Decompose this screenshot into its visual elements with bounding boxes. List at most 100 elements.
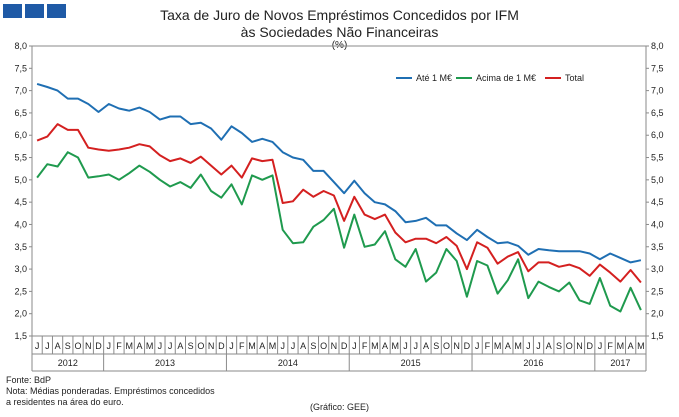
chart-title-line2: às Sociedades Não Financeiras (240, 24, 439, 40)
x-month-label: F (485, 341, 491, 351)
x-month-label: D (218, 341, 225, 351)
x-month-label: A (177, 341, 183, 351)
y-tick-label-left: 7,5 (14, 63, 27, 73)
x-month-label: J (45, 341, 50, 351)
y-tick-label-right: 1,5 (651, 331, 664, 341)
x-month-label: S (188, 341, 194, 351)
x-month-label: N (576, 341, 583, 351)
x-month-label: J (526, 341, 531, 351)
x-month-label: A (505, 341, 511, 351)
x-month-label: A (628, 341, 634, 351)
y-tick-label-left: 2,5 (14, 286, 27, 296)
x-month-label: N (453, 341, 460, 351)
x-month-label: M (125, 341, 133, 351)
x-month-label: O (443, 341, 450, 351)
y-tick-label-right: 6,0 (651, 130, 664, 140)
x-month-label: J (280, 341, 285, 351)
x-month-label: M (371, 341, 379, 351)
legend-label: Acima de 1 M€ (476, 73, 536, 83)
x-month-label: M (617, 341, 625, 351)
x-month-label: J (403, 341, 408, 351)
x-month-label: A (382, 341, 388, 351)
x-month-label: N (331, 341, 338, 351)
x-month-label: S (556, 341, 562, 351)
x-year-label: 2012 (58, 358, 78, 368)
y-tick-label-right: 8,0 (651, 41, 664, 51)
y-tick-label-left: 6,0 (14, 130, 27, 140)
y-tick-label-right: 7,5 (651, 63, 664, 73)
x-month-label: O (197, 341, 204, 351)
x-month-label: A (423, 341, 429, 351)
x-month-label: A (259, 341, 265, 351)
x-year-label: 2017 (610, 358, 630, 368)
x-month-label: A (546, 341, 552, 351)
y-tick-label-left: 4,0 (14, 219, 27, 229)
y-tick-label-right: 4,0 (651, 219, 664, 229)
chart-title: Taxa de Juro de Novos Empréstimos Conced… (0, 7, 679, 41)
x-month-label: S (65, 341, 71, 351)
y-tick-label-left: 2,0 (14, 309, 27, 319)
x-month-label: M (146, 341, 154, 351)
x-month-label: F (607, 341, 613, 351)
x-month-label: J (414, 341, 419, 351)
x-year-label: 2015 (401, 358, 421, 368)
x-month-label: M (392, 341, 400, 351)
x-month-label: M (248, 341, 256, 351)
x-month-label: F (116, 341, 122, 351)
legend-label: Até 1 M€ (416, 73, 452, 83)
x-month-label: O (566, 341, 573, 351)
y-tick-label-right: 3,0 (651, 264, 664, 274)
y-tick-label-right: 5,0 (651, 175, 664, 185)
y-tick-label-right: 2,0 (651, 309, 664, 319)
x-month-label: S (433, 341, 439, 351)
x-month-label: J (158, 341, 163, 351)
y-tick-label-left: 1,5 (14, 331, 27, 341)
x-month-label: A (300, 341, 306, 351)
x-month-label: F (239, 341, 245, 351)
y-tick-label-right: 4,5 (651, 197, 664, 207)
x-month-label: M (514, 341, 522, 351)
y-tick-label-left: 4,5 (14, 197, 27, 207)
chart-title-line1: Taxa de Juro de Novos Empréstimos Conced… (160, 7, 519, 23)
y-tick-label-left: 8,0 (14, 41, 27, 51)
y-tick-label-right: 3,5 (651, 242, 664, 252)
method-note-line2: a residentes na área do euro. (6, 397, 124, 407)
x-month-label: M (269, 341, 277, 351)
logo-block (3, 4, 22, 18)
y-tick-label-left: 5,5 (14, 153, 27, 163)
chart-credit: (Gráfico: GEE) (309, 402, 369, 412)
x-year-label: 2014 (278, 358, 298, 368)
series-line (36, 151, 642, 313)
x-month-label: J (35, 341, 40, 351)
y-tick-label-right: 5,5 (651, 153, 664, 163)
x-year-label: 2013 (155, 358, 175, 368)
y-tick-label-left: 6,5 (14, 108, 27, 118)
x-month-label: J (475, 341, 480, 351)
x-month-label: S (310, 341, 316, 351)
x-month-label: A (136, 341, 142, 351)
y-tick-label-right: 6,5 (651, 108, 664, 118)
x-year-label: 2016 (523, 358, 543, 368)
x-month-label: O (320, 341, 327, 351)
x-month-label: O (75, 341, 82, 351)
y-tick-label-left: 7,0 (14, 86, 27, 96)
y-tick-label-left: 3,5 (14, 242, 27, 252)
y-tick-label-left: 5,0 (14, 175, 27, 185)
series-line (36, 82, 642, 264)
x-month-label: J (598, 341, 603, 351)
x-month-label: J (229, 341, 234, 351)
x-month-label: D (95, 341, 102, 351)
x-month-label: J (291, 341, 296, 351)
x-month-label: J (536, 341, 541, 351)
x-month-label: A (55, 341, 61, 351)
method-note-line1: Nota: Médias ponderadas. Empréstimos con… (6, 386, 215, 396)
x-month-label: J (107, 341, 112, 351)
x-month-label: M (494, 341, 502, 351)
y-tick-label-right: 2,5 (651, 286, 664, 296)
x-month-label: F (362, 341, 368, 351)
y-tick-label-left: 3,0 (14, 264, 27, 274)
series-line (36, 123, 642, 284)
logo-block (25, 4, 44, 18)
x-month-label: D (464, 341, 471, 351)
